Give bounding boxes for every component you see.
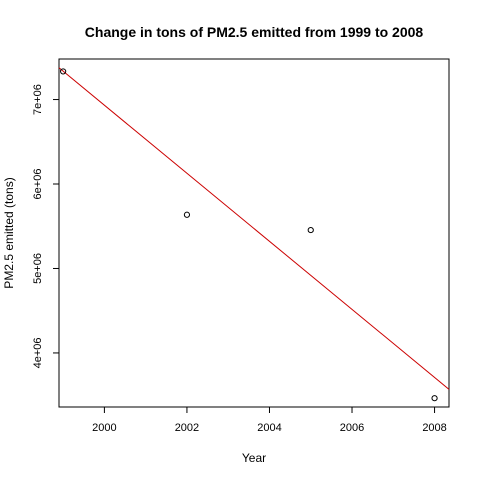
x-tick-label: 2000 <box>92 422 116 434</box>
trend-line <box>58 67 450 390</box>
x-axis-label: Year <box>242 451 266 465</box>
trend-line-layer <box>58 67 450 390</box>
data-points-layer <box>60 68 438 402</box>
chart-title: Change in tons of PM2.5 emitted from 199… <box>85 24 424 40</box>
y-tick-label: 6e+06 <box>32 169 44 200</box>
x-tick-label: 2004 <box>257 422 281 434</box>
data-point <box>431 395 438 402</box>
x-axis: 2000 2002 2004 2006 2008 <box>92 407 447 434</box>
plot-frame <box>58 58 450 408</box>
y-tick-label: 5e+06 <box>32 253 44 284</box>
data-point <box>307 226 314 234</box>
y-axis-label: PM2.5 emitted (tons) <box>2 177 16 288</box>
data-point <box>183 211 191 218</box>
x-tick-label: 2008 <box>422 422 446 434</box>
x-tick-label: 2002 <box>175 422 199 434</box>
y-tick-label: 4e+06 <box>32 337 44 368</box>
data-point <box>60 68 67 75</box>
y-axis: 4e+06 5e+06 6e+06 7e+06 <box>32 84 59 368</box>
y-tick-label: 7e+06 <box>32 84 44 115</box>
x-tick-label: 2006 <box>340 422 364 434</box>
